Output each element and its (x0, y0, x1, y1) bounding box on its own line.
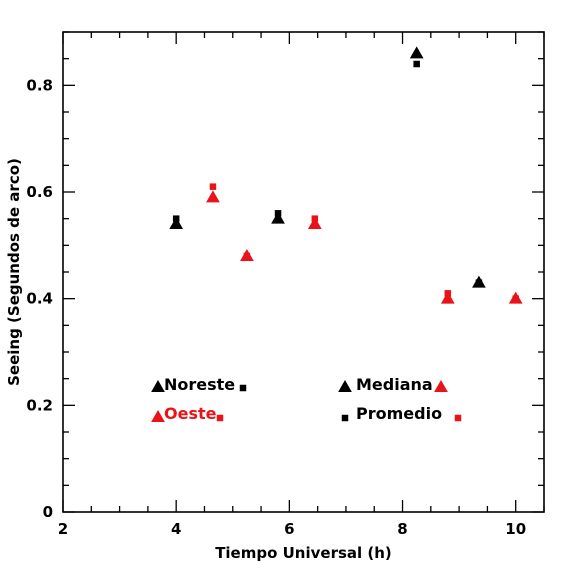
axis-tick-labels: 2 4 6 8 10 0 0.2 0.4 0.6 0.8 (26, 76, 526, 538)
legend: Noreste Oeste Mediana Promedio (151, 375, 462, 423)
point-promedio-oeste (209, 183, 217, 190)
y-tick-label: 0.8 (26, 76, 53, 94)
data-points (169, 46, 523, 304)
x-tick-label: 2 (58, 520, 68, 538)
plot-frame (62, 31, 545, 513)
legend-square-promedio (341, 414, 349, 422)
legend-label-mediana: Mediana (356, 375, 433, 394)
point-mediana-oeste (307, 216, 322, 229)
point-mediana-oeste (508, 291, 523, 304)
y-tick-label: 0.2 (26, 396, 53, 414)
point-mediana-noreste (472, 275, 486, 288)
point-mediana-oeste (240, 248, 254, 261)
legend-triangle-oeste (151, 409, 165, 422)
y-tick-label: 0 (43, 503, 53, 521)
x-tick-label: 6 (284, 520, 294, 538)
x-tick-label: 10 (505, 520, 526, 538)
legend-square-promedio-oeste (454, 414, 462, 422)
x-tick-label: 8 (397, 520, 407, 538)
point-mediana-oeste (440, 291, 455, 304)
x-tick-label: 4 (171, 520, 181, 538)
point-mediana-noreste (409, 46, 424, 59)
point-mediana-oeste (206, 190, 220, 203)
y-tick-label: 0.6 (26, 183, 53, 201)
legend-triangle-mediana (338, 379, 352, 392)
y-tick-label: 0.4 (26, 290, 53, 308)
legend-square-oeste (216, 414, 224, 422)
axis-ticks (62, 31, 545, 513)
legend-label-promedio: Promedio (356, 404, 442, 423)
legend-label-oeste: Oeste (164, 404, 217, 423)
point-mediana-noreste (271, 211, 285, 224)
legend-triangle-mediana-oeste (434, 379, 448, 392)
point-mediana-noreste (169, 216, 184, 229)
legend-label-noreste: Noreste (164, 375, 235, 394)
x-axis-label: Tiempo Universal (h) (215, 544, 392, 562)
legend-square-noreste (239, 384, 247, 392)
y-axis-label: Seeing (Segundos de arco) (5, 158, 23, 386)
legend-triangle-noreste (151, 379, 165, 392)
point-promedio-noreste (413, 60, 420, 68)
